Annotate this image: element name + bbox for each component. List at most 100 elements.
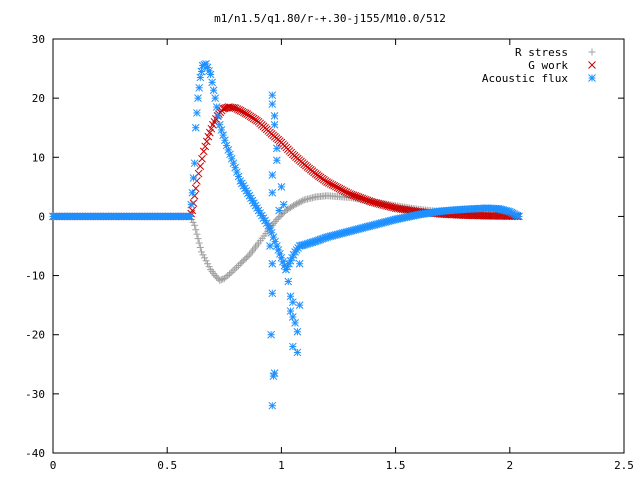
data-point [268, 401, 277, 410]
data-point [211, 272, 219, 280]
data-point [193, 109, 201, 117]
data-point [267, 330, 275, 339]
data-point [197, 248, 205, 256]
data-point [293, 348, 302, 357]
data-point [266, 242, 274, 250]
data-point [254, 206, 263, 215]
data-point [242, 254, 250, 262]
data-point [197, 67, 206, 76]
series-layer [49, 59, 523, 410]
data-point [268, 188, 277, 197]
data-point [291, 201, 299, 209]
x-tick-label: 0.5 [157, 459, 177, 472]
data-point [268, 91, 277, 100]
data-point [199, 147, 208, 156]
data-point [270, 112, 279, 120]
data-point [220, 104, 229, 113]
x-tick-label: 0 [50, 459, 57, 472]
data-point [196, 73, 205, 82]
data-point [206, 70, 215, 79]
y-tick-label: 30 [32, 33, 45, 46]
data-point [279, 209, 287, 217]
data-point [295, 301, 304, 309]
data-point [196, 243, 204, 251]
data-point [227, 154, 236, 163]
data-point [220, 275, 228, 283]
y-tick-label: 0 [38, 210, 45, 223]
data-point [288, 313, 297, 321]
x-tick-label: 2.5 [614, 459, 634, 472]
plot-frame [52, 38, 625, 454]
data-point [241, 184, 249, 193]
data-point [205, 128, 214, 137]
data-point [219, 131, 228, 139]
y-tick-label: -20 [25, 329, 45, 342]
legend-marker [588, 61, 596, 69]
y-tick-label: -10 [25, 270, 45, 283]
data-point [282, 265, 290, 274]
data-point [294, 199, 302, 207]
data-point [195, 239, 203, 247]
data-point [293, 200, 301, 208]
data-point [515, 212, 523, 221]
data-point [272, 144, 281, 153]
data-point [268, 100, 277, 108]
data-point [212, 103, 221, 111]
data-point [233, 263, 241, 271]
data-point [226, 150, 234, 159]
data-point [295, 259, 304, 268]
chart-title: m1/n1.5/q1.80/r-+.30-j155/M10.0/512 [214, 12, 446, 25]
data-point [229, 159, 238, 168]
y-axis-ticks: 30 20 10 0 -10 -20 -30 -40 [25, 33, 624, 460]
data-point [296, 198, 304, 206]
data-point [195, 83, 204, 92]
data-point [286, 292, 295, 301]
data-point [234, 262, 242, 270]
data-point [209, 86, 218, 95]
x-axis-ticks: 0 0.5 1 1.5 2 2.5 [50, 39, 634, 472]
x-tick-label: 2 [506, 459, 513, 472]
y-tick-label: -30 [25, 388, 45, 401]
data-point [191, 123, 200, 132]
data-point [275, 206, 283, 215]
data-point [211, 94, 220, 102]
data-point [225, 270, 233, 278]
data-point [270, 120, 279, 129]
data-point [231, 265, 239, 273]
data-point [224, 272, 232, 280]
data-point [187, 200, 196, 209]
data-point [239, 257, 247, 265]
data-point [186, 212, 194, 221]
data-point [202, 137, 211, 146]
data-point [219, 104, 228, 113]
data-point [213, 273, 221, 281]
data-point [233, 168, 241, 176]
data-point [222, 273, 230, 281]
legend-marker [588, 48, 596, 56]
legend-label: G work [528, 59, 568, 72]
x-tick-label: 1 [278, 459, 285, 472]
data-point [274, 214, 282, 222]
data-point [286, 307, 295, 315]
data-point [208, 78, 216, 87]
data-point [207, 124, 216, 133]
data-point [279, 200, 288, 209]
data-point [194, 94, 202, 102]
y-tick-label: 10 [32, 151, 45, 164]
data-point [238, 258, 246, 266]
data-point [290, 202, 298, 210]
data-point [272, 156, 281, 165]
data-point [199, 251, 207, 259]
data-point [204, 260, 212, 268]
data-point [288, 342, 297, 351]
data-point [191, 221, 199, 229]
data-point [276, 212, 284, 220]
y-tick-label: 20 [32, 92, 45, 105]
data-point [216, 276, 224, 284]
data-point [205, 263, 213, 271]
data-point [214, 112, 223, 120]
data-point [224, 146, 233, 154]
data-point [202, 257, 210, 265]
data-point [192, 226, 200, 234]
data-point [288, 298, 297, 307]
